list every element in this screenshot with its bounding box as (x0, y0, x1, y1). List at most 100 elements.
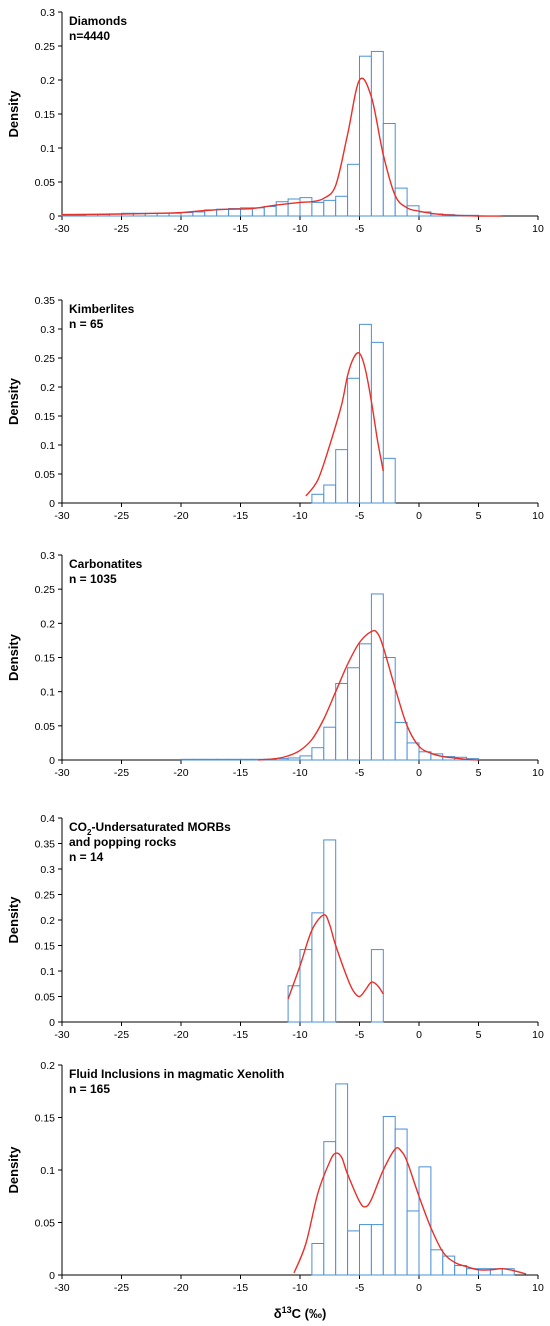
histogram-bar (180, 758, 194, 761)
histogram-bar (347, 667, 361, 761)
histogram-bar (287, 757, 301, 761)
histogram-bar (228, 758, 242, 761)
panel-sample-count: n=4440 (69, 29, 110, 43)
x-tick-label: -10 (292, 223, 307, 235)
panel-sample-count: n = 65 (69, 317, 104, 331)
y-axis-label: Density (6, 377, 21, 425)
x-tick-label: -15 (233, 223, 248, 235)
histogram-bar (359, 643, 372, 761)
histogram-bar (501, 1268, 515, 1276)
x-tick-label: -5 (355, 223, 364, 235)
x-tick-label: 5 (476, 510, 482, 522)
histogram-bar (370, 341, 384, 504)
x-tick-label: -5 (355, 767, 364, 779)
y-tick-label: 0.15 (35, 1113, 56, 1125)
y-tick-label: 0.25 (35, 41, 56, 53)
histogram-bar (323, 484, 337, 504)
y-tick-label: 0.3 (40, 324, 55, 336)
histogram-bar (382, 457, 396, 504)
x-tick-label: -25 (114, 510, 129, 522)
histogram-bar (394, 187, 408, 217)
y-tick-label: 0 (49, 211, 55, 223)
histogram-bar (370, 1224, 384, 1276)
x-tick-label: -15 (233, 767, 248, 779)
x-tick-label: -15 (233, 1029, 248, 1041)
histogram-bar (287, 198, 301, 217)
histogram-bar (370, 50, 384, 217)
y-axis-label: Density (6, 1146, 21, 1194)
x-tick-label: -15 (233, 1282, 248, 1294)
x-tick-label: 5 (476, 1029, 482, 1041)
y-tick-label: 0.1 (40, 1165, 55, 1177)
histogram-bar (73, 214, 87, 217)
histogram-bar (406, 742, 420, 761)
histogram-bar (394, 1128, 408, 1276)
y-tick-label: 0.35 (35, 295, 56, 307)
y-tick-label: 0.2 (40, 1060, 55, 1072)
chart-panel-3: 0 0.05 0.1 0.15 0.2 0.25 0.3 -30 -25 -20 -15 -10 -5 0… (6, 550, 544, 779)
histogram-bar (192, 211, 206, 217)
y-tick-label: 0.15 (35, 941, 56, 953)
y-tick-label: 0.05 (35, 177, 56, 189)
histogram-bar (418, 1166, 432, 1276)
x-tick-label: -20 (173, 1029, 188, 1041)
chart-panel-2: 0 0.05 0.1 0.15 0.2 0.25 0.3 0.35 -30 -25 -20 -15 -1… (6, 295, 544, 522)
x-tick-label: -15 (233, 510, 248, 522)
chart-panel-4: 0 0.05 0.1 0.15 0.2 0.25 0.3 0.35 0.4 -30 -25 -20 -1… (6, 813, 544, 1041)
x-tick-label: 0 (416, 1282, 422, 1294)
x-tick-label: 0 (416, 223, 422, 235)
y-tick-label: 0.15 (35, 411, 56, 423)
x-axis-label: δ13C (‰) (274, 1305, 327, 1321)
x-tick-label: -30 (54, 1282, 69, 1294)
histogram-bar (311, 201, 325, 217)
y-tick-label: 0.05 (35, 469, 56, 481)
x-tick-label: -10 (292, 510, 307, 522)
x-tick-label: 10 (532, 767, 544, 779)
y-tick-label: 0.3 (40, 550, 55, 562)
histogram-bar (370, 593, 384, 761)
density-curve (293, 1146, 527, 1275)
y-axis-label: Density (6, 90, 21, 138)
panel-title-line2: and popping rocks (69, 835, 177, 849)
y-tick-label: 0 (49, 1017, 55, 1029)
y-tick-label: 0.05 (35, 992, 56, 1004)
y-tick-label: 0 (49, 498, 55, 510)
density-curve (61, 77, 503, 217)
x-tick-label: -20 (173, 223, 188, 235)
x-tick-label: -25 (114, 1029, 129, 1041)
panels: 00.050.10.150.20.250.3-30 -25 -20 -15 -10 -5 0… (6, 7, 544, 1294)
x-tick-label: 0 (416, 510, 422, 522)
histogram-bar (61, 214, 75, 217)
histogram-bar (299, 197, 313, 217)
histogram-bar (335, 682, 349, 761)
x-tick-label: -30 (54, 510, 69, 522)
density-curve (287, 914, 384, 1000)
histogram-bar (335, 1083, 349, 1276)
histogram-bar (382, 657, 396, 761)
histogram-bar (347, 163, 361, 217)
panel-sample-count: n = 1035 (69, 572, 117, 586)
histogram-bar (347, 377, 361, 504)
y-axis-label: Density (6, 633, 21, 681)
x-tick-label: -30 (54, 1029, 69, 1041)
x-tick-label: 0 (416, 1029, 422, 1041)
histogram-bar (430, 1249, 444, 1276)
y-tick-label: 0.25 (35, 584, 56, 596)
x-tick-label: -25 (114, 767, 129, 779)
y-tick-label: 0.15 (35, 109, 56, 121)
histogram-bar (240, 758, 253, 761)
x-tick-label: -10 (292, 767, 307, 779)
histogram-bar (323, 839, 337, 1023)
histogram-bar (311, 493, 325, 504)
histogram-bar (263, 205, 277, 217)
panel-title: Carbonatites (69, 557, 143, 571)
y-tick-label: 0.1 (40, 440, 55, 452)
histogram-bar (251, 207, 265, 217)
x-tick-label: -30 (54, 767, 69, 779)
x-tick-label: 0 (416, 767, 422, 779)
y-tick-label: 0.2 (40, 915, 55, 927)
histogram-bar (359, 1224, 372, 1276)
histogram-bar (287, 985, 301, 1023)
histogram-bar (382, 123, 396, 217)
histogram-bar (335, 195, 349, 217)
